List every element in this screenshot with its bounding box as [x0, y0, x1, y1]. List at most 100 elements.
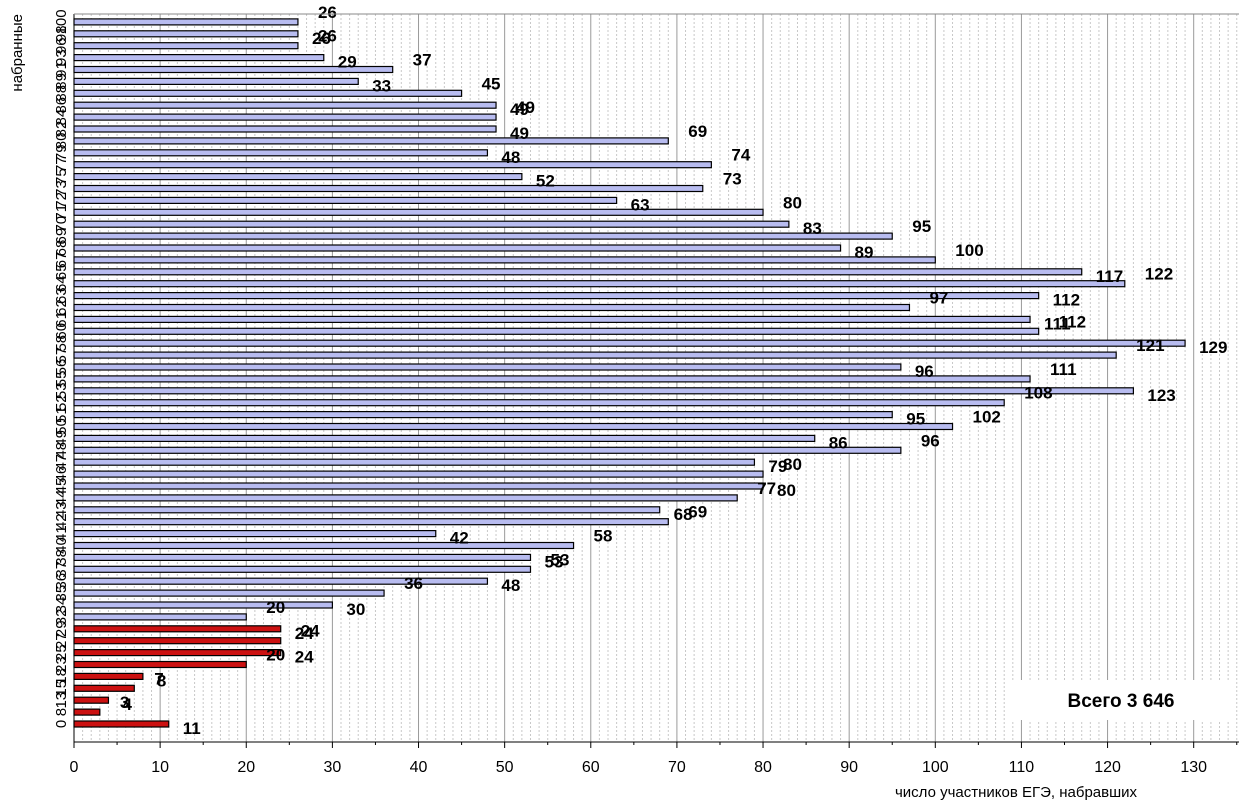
- bar-value-label: 49: [510, 124, 529, 143]
- bar: [73, 303, 911, 312]
- bar: [73, 637, 282, 645]
- x-tick-label: 90: [840, 759, 858, 776]
- y-category-label: 46: [53, 466, 70, 483]
- y-category-label: 82: [53, 121, 70, 138]
- y-category-label: 51: [53, 406, 70, 423]
- bar: [73, 173, 523, 181]
- x-tick-label: 20: [237, 759, 255, 776]
- x-tick-label: 50: [496, 759, 514, 776]
- bar: [73, 494, 738, 502]
- bar-value-label: 83: [803, 219, 822, 238]
- y-category-label: 48: [53, 442, 70, 459]
- bar-value-label: 77: [757, 479, 776, 498]
- total-label: Всего 3 646: [1068, 691, 1175, 712]
- bar: [73, 422, 954, 431]
- y-category-label: 55: [53, 371, 70, 388]
- bar-value-label: 48: [501, 576, 520, 595]
- y-category-label: 56: [53, 359, 70, 376]
- x-tick-label: 60: [582, 759, 600, 776]
- bar-value-label: 24: [295, 624, 314, 643]
- bar: [73, 363, 902, 371]
- bar-value-label: 63: [631, 195, 650, 214]
- y-category-label: 86: [53, 97, 70, 114]
- y-category-label: 47: [53, 454, 70, 471]
- y-category-label: 32: [53, 609, 70, 626]
- bar: [73, 660, 247, 669]
- bar-value-label: 69: [688, 122, 707, 141]
- y-category-label: 57: [53, 347, 70, 364]
- bar: [73, 280, 1126, 288]
- bar-value-label: 86: [829, 433, 848, 452]
- bar: [73, 161, 712, 169]
- y-category-label: 69: [53, 228, 70, 245]
- bar: [73, 184, 704, 193]
- bar: [73, 648, 282, 657]
- bar: [73, 553, 532, 562]
- bar-value-label: 20: [266, 598, 285, 617]
- y-category-label: 100: [53, 9, 70, 34]
- bar: [73, 220, 790, 228]
- y-category-label: 8: [53, 708, 70, 716]
- y-category-label: 49: [53, 430, 70, 447]
- y-category-label: 93: [53, 49, 70, 66]
- y-axis-categories: 0 813151823252729323435363738404142434445…: [53, 9, 70, 728]
- x-tick-label: 80: [754, 759, 772, 776]
- x-axis-title: число участников ЕГЭ, набравших: [895, 784, 1138, 800]
- bar: [73, 196, 618, 204]
- bar-value-label: 26: [318, 27, 337, 46]
- bar-value-label: 36: [404, 574, 423, 593]
- bar-value-label: 95: [906, 410, 925, 429]
- bar: [73, 720, 170, 728]
- bar: [73, 30, 299, 38]
- bar-value-label: 122: [1145, 265, 1173, 284]
- y-category-label: 58: [53, 335, 70, 352]
- y-category-label: 89: [53, 73, 70, 90]
- x-tick-label: 100: [922, 759, 949, 776]
- y-category-label: 60: [53, 323, 70, 340]
- bar-value-label: 69: [688, 503, 707, 522]
- bar-value-label: 96: [915, 362, 934, 381]
- bar-value-label: 79: [768, 457, 787, 476]
- bar: [73, 601, 333, 609]
- y-category-label: 64: [53, 275, 70, 292]
- bar: [73, 399, 1005, 407]
- bar-value-label: 26: [312, 29, 331, 48]
- bar-value-label: 29: [338, 53, 357, 72]
- y-category-label: 0: [53, 720, 70, 728]
- bar-value-label: 7: [154, 669, 163, 688]
- bar: [73, 411, 893, 419]
- bar-value-label: 48: [501, 148, 520, 167]
- bar-value-label: 112: [1059, 312, 1086, 331]
- y-category-label: 27: [53, 632, 70, 649]
- bar: [73, 589, 385, 597]
- bar-value-label: 53: [544, 552, 563, 571]
- y-axis-title: набранные: [9, 14, 26, 92]
- bar: [73, 375, 1031, 383]
- bar: [73, 387, 1134, 395]
- bar-value-label: 52: [536, 172, 555, 191]
- x-tick-label: 120: [1094, 759, 1121, 776]
- bar-value-label: 49: [510, 100, 529, 119]
- bar: [73, 89, 463, 97]
- y-category-label: 43: [53, 501, 70, 518]
- y-category-label: 63: [53, 287, 70, 304]
- y-category-label: 15: [53, 680, 70, 697]
- bar-value-label: 20: [266, 646, 285, 665]
- x-tick-label: 130: [1180, 759, 1207, 776]
- bar-value-label: 42: [450, 529, 469, 548]
- y-category-label: 70: [53, 216, 70, 233]
- bar: [73, 149, 489, 157]
- bar: [73, 565, 532, 573]
- bar: [73, 232, 893, 240]
- y-category-label: 36: [53, 573, 70, 590]
- total-box: Всего 3 646: [1010, 680, 1232, 720]
- bar: [73, 244, 842, 252]
- bar-value-label: 96: [921, 431, 940, 450]
- x-tick-label: 0: [70, 759, 79, 776]
- y-category-label: 65: [53, 263, 70, 280]
- bar-value-label: 117: [1096, 267, 1123, 286]
- bar: [73, 351, 1117, 359]
- bar-value-label: 30: [346, 600, 365, 619]
